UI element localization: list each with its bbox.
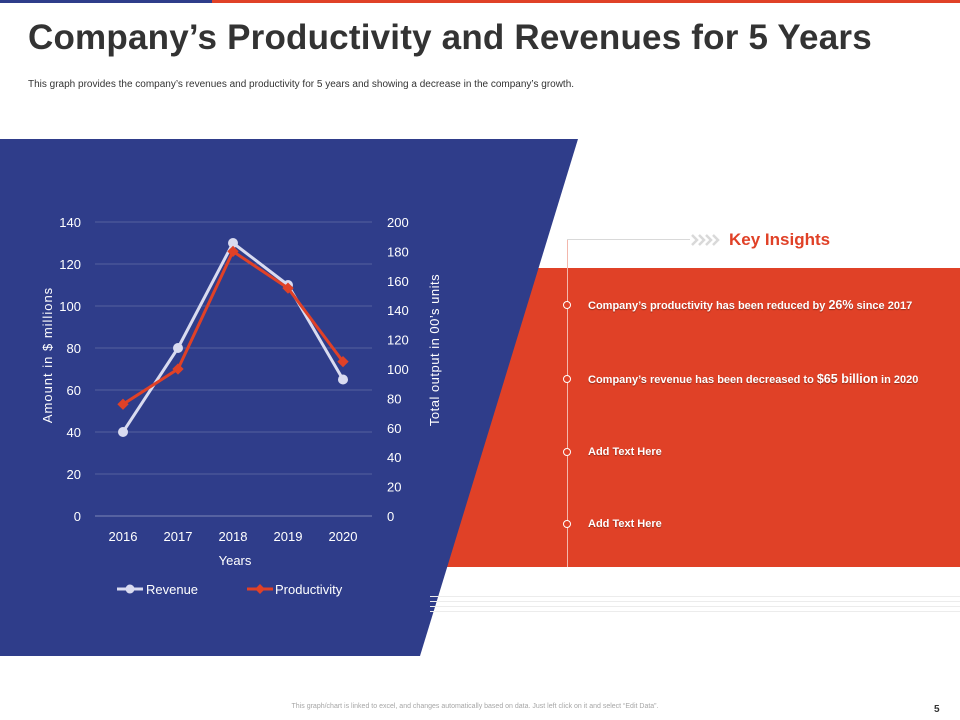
page-number: 5 [934, 704, 940, 715]
series-line-revenue [121, 241, 345, 433]
insight-highlight: $65 billion [816, 372, 878, 386]
insight-text: Add Text Here [588, 518, 662, 530]
chart-series [117, 238, 349, 437]
y-tick-label: 0 [74, 509, 81, 524]
x-tick-label: 2018 [219, 529, 248, 544]
y-tick-label: 140 [59, 215, 81, 230]
legend-productivity-marker [255, 584, 265, 594]
blue-trapezoid [0, 139, 578, 656]
data-point-revenue [118, 427, 128, 437]
insight-text: Company’s revenue has been decreased to [588, 374, 817, 386]
insight-text: Add Text Here [588, 446, 662, 458]
y2-tick-label: 200 [387, 215, 409, 230]
y-tick-label: 40 [67, 425, 81, 440]
series-line-productivity [122, 249, 345, 406]
y2-tick-label: 40 [387, 450, 401, 465]
y-tick-label: 100 [59, 299, 81, 314]
x-tick-label: 2016 [109, 529, 138, 544]
data-point-productivity [227, 245, 239, 258]
y2-tick-label: 180 [387, 244, 409, 259]
legend-revenue-marker [125, 584, 135, 594]
data-point-productivity [172, 363, 184, 375]
legend-productivity-label: Productivity [275, 582, 343, 597]
data-point-revenue [228, 238, 238, 248]
insight-highlight: 26% [828, 298, 854, 312]
insight-item-3[interactable]: Add Text Here [588, 446, 662, 458]
chart-legend[interactable]: Revenue Productivity [117, 582, 343, 597]
timeline-dot [563, 448, 571, 456]
insights-panel [440, 268, 960, 567]
y2-tick-label: 60 [387, 421, 401, 436]
footer-note: This graph/chart is linked to excel, and… [291, 703, 659, 710]
y2-tick-label: 100 [387, 362, 409, 377]
y2-tick-label: 140 [387, 303, 409, 318]
legend-revenue-label: Revenue [146, 582, 198, 597]
insight-text: since 2017 [853, 300, 913, 312]
y-tick-label: 60 [67, 383, 81, 398]
x-axis-label: Years [219, 553, 252, 568]
timeline-dot [563, 301, 571, 309]
x-tick-label: 2019 [274, 529, 303, 544]
insight-item-2: Company’s revenue has been decreased to … [588, 372, 918, 386]
y2-tick-label: 120 [387, 333, 409, 348]
page-title: Company’s Productivity and Revenues for … [28, 18, 872, 57]
timeline-dot [563, 520, 571, 528]
data-point-productivity [282, 282, 294, 294]
timeline-connector [567, 239, 690, 240]
x-tick-label: 2020 [329, 529, 358, 544]
y-tick-label: 120 [59, 257, 81, 272]
data-point-revenue [338, 374, 348, 385]
decorative-stripes [430, 596, 960, 618]
y2-axis-label: Total output in 00’s units [427, 274, 442, 426]
y-axis-label: Amount in $ millions [40, 287, 55, 423]
x-tick-label: 2017 [164, 529, 193, 544]
data-point-productivity [337, 355, 349, 368]
timeline-dot [563, 375, 571, 383]
y-tick-label: 20 [67, 467, 81, 482]
insight-item-1: Company’s productivity has been reduced … [588, 298, 912, 312]
insight-text: Company’s productivity has been reduced … [588, 300, 829, 312]
y2-tick-label: 80 [387, 391, 401, 406]
page-subtitle: This graph provides the company’s revenu… [28, 79, 575, 90]
chart-gridlines [95, 221, 372, 517]
y-tick-label: 80 [67, 341, 81, 356]
insight-item-4[interactable]: Add Text Here [588, 518, 662, 530]
data-point-revenue [173, 343, 183, 353]
timeline-line [567, 240, 568, 567]
chart-tick-labels: 0 20 40 60 80 100 120 140 0 20 40 60 80 100 120 140 160 1… [59, 215, 408, 544]
y2-tick-label: 20 [387, 480, 401, 495]
key-insights-title: Key Insights [729, 230, 831, 249]
chevron-arrows-icon [691, 234, 720, 246]
y2-tick-label: 160 [387, 274, 409, 289]
insight-text: in 2020 [878, 374, 919, 386]
top-accent-bar-blue [0, 0, 212, 3]
top-accent-bar-red [212, 0, 960, 3]
y2-tick-label: 0 [387, 509, 394, 524]
